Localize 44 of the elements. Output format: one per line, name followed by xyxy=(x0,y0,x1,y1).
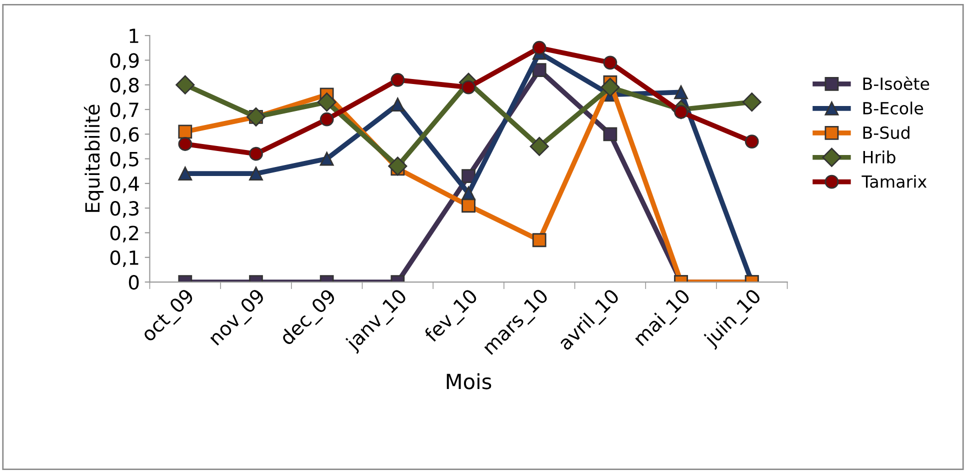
point xyxy=(603,127,618,142)
point xyxy=(390,72,405,87)
legend-label: B-Sud xyxy=(863,126,910,139)
x-axis-title: Mois xyxy=(446,373,492,390)
point xyxy=(249,166,263,181)
point xyxy=(600,78,620,97)
point xyxy=(462,80,476,94)
point xyxy=(532,63,546,77)
point xyxy=(178,166,192,181)
point xyxy=(532,233,546,248)
point xyxy=(320,112,334,126)
point xyxy=(178,137,192,151)
point xyxy=(320,152,334,166)
point xyxy=(603,56,618,70)
legend-label: B-Ecole xyxy=(863,102,924,115)
point xyxy=(462,198,476,213)
y-tick-label: 0,2 xyxy=(110,226,138,242)
legend-label: B-Isoète xyxy=(863,76,930,90)
point xyxy=(744,134,759,148)
point xyxy=(317,92,336,112)
y-axis-title: Equitabilité xyxy=(84,104,104,212)
point xyxy=(246,107,266,126)
point xyxy=(390,98,405,112)
point xyxy=(742,92,762,112)
y-tick-label: 0,1 xyxy=(110,250,138,268)
legend-label: Hrib xyxy=(863,150,896,164)
point xyxy=(176,75,195,94)
point xyxy=(388,156,408,176)
y-tick-label: 1 xyxy=(130,28,138,43)
y-tick-label: 0,8 xyxy=(110,78,139,94)
point xyxy=(674,85,688,100)
y-tick-label: 0,3 xyxy=(110,201,138,218)
y-tick-label: 0,5 xyxy=(110,152,138,168)
y-tick-label: 0,4 xyxy=(110,176,139,194)
point xyxy=(249,146,263,161)
y-tick-label: 0,7 xyxy=(110,102,138,120)
legend-label: Tamarix xyxy=(862,175,927,188)
y-tick-label: 0,6 xyxy=(110,127,139,144)
point xyxy=(178,124,192,139)
point xyxy=(530,136,549,156)
point xyxy=(532,40,546,55)
point xyxy=(462,169,476,183)
y-tick-label: 0,9 xyxy=(110,53,139,70)
y-tick-label: 0 xyxy=(128,274,139,290)
